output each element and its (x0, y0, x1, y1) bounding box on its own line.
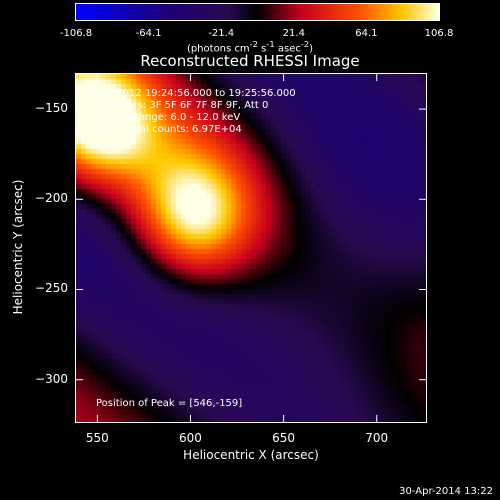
y-tick-label: −150 (35, 101, 68, 116)
image-plot-area: 5-Jul-2012 19:24:56.000 to 19:25:56.000 … (75, 73, 427, 423)
colorbar-tick-label: 64.1 (355, 28, 378, 39)
colorbar-tick-label: 21.4 (282, 28, 305, 39)
colorbar-tick-label: -21.4 (208, 28, 235, 39)
timestamp: 30-Apr-2014 13:22 (399, 486, 493, 497)
x-axis-label: Heliocentric X (arcsec) (183, 448, 319, 462)
y-tick-label: −250 (35, 281, 68, 296)
annotation-time-range: 5-Jul-2012 19:24:56.000 to 19:25:56.000 (90, 88, 296, 99)
x-tick-label: 650 (272, 431, 296, 445)
x-tick-label: 700 (365, 431, 389, 445)
annotation-detectors: Detectors: 3F 5F 6F 7F 8F 9F, Att 0 (94, 100, 269, 111)
chart-title: Reconstructed RHESSI Image (140, 52, 360, 70)
x-tick-label: 550 (85, 431, 109, 445)
annotation-method-counts: Clean Total counts: 6.97E+04 (94, 124, 242, 135)
annotation-energy: Energy Range: 6.0 - 12.0 keV (94, 112, 241, 123)
y-tick-label: −200 (35, 191, 68, 206)
y-tick-label: −300 (35, 371, 68, 386)
heatmap-image (76, 74, 426, 422)
colorbar-tick-label: 106.8 (424, 28, 454, 39)
colorbar (75, 3, 440, 21)
y-axis-label: Heliocentric Y (arcsec) (11, 179, 25, 315)
colorbar-unit-label: (photons cm-2 s-1 asec-2) (186, 39, 314, 55)
x-tick-label: 600 (179, 431, 202, 445)
annotation-peak-position: Position of Peak = [546,-159] (96, 398, 243, 409)
colorbar-tick-label: -64.1 (135, 28, 162, 39)
colorbar-tick-label: -106.8 (59, 28, 93, 39)
